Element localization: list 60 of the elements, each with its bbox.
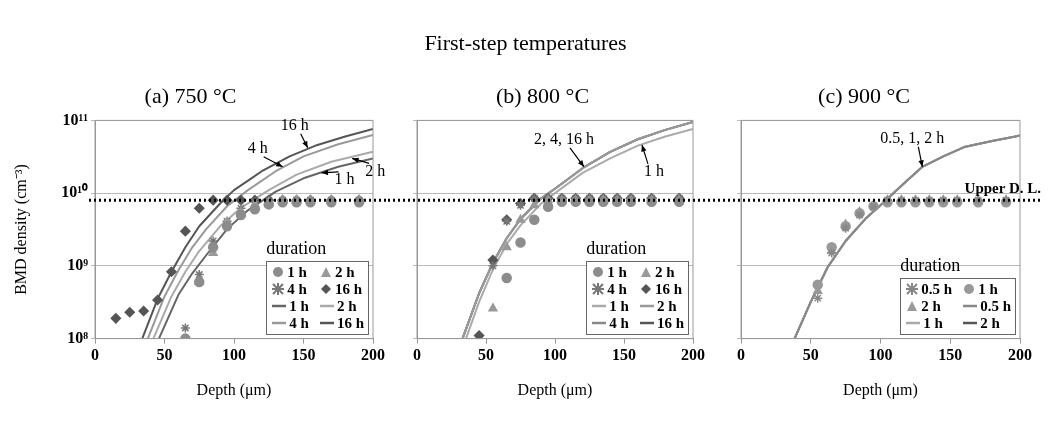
x-tick-label: 50: [478, 346, 494, 364]
legend-title: duration: [586, 237, 648, 259]
legend-label: 16 h: [654, 280, 682, 298]
legend-label: 4 h: [609, 314, 629, 332]
legend-title: duration: [266, 237, 328, 259]
legend-label: 1 h: [978, 280, 998, 298]
legend-label: 2 h: [980, 314, 1000, 332]
legend-label: 0.5 h: [921, 280, 953, 298]
y-tick-label: 10¹⁰: [61, 183, 88, 201]
x-tick-label: 50: [156, 346, 173, 364]
y-tick-label: 10¹¹: [62, 110, 89, 128]
legend-label: 16 h: [656, 314, 684, 332]
x-tick-label: 0: [91, 346, 99, 364]
x-tick-label: 100: [543, 346, 567, 364]
x-tick-label: 50: [802, 346, 819, 364]
annotation: 1 h: [334, 170, 355, 188]
legend-label: 1 h: [923, 314, 943, 332]
annotation: 2 h: [365, 161, 386, 179]
legend-label: 4 h: [607, 280, 627, 298]
legend-label: 2 h: [654, 263, 675, 281]
chart-title: (a) 750 °C: [144, 82, 237, 108]
text: First-step temperatures: [424, 30, 627, 56]
x-tick-label: 150: [612, 346, 636, 364]
annotation: 2, 4, 16 h: [533, 130, 594, 148]
legend-label: 1 h: [287, 263, 307, 281]
legend-title: duration: [900, 254, 962, 276]
annotation: 0.5, 1, 2 h: [880, 129, 945, 147]
x-axis-title: Depth (μm): [843, 380, 918, 399]
x-axis-title: Depth (μm): [196, 380, 272, 399]
x-tick-label: 0: [413, 346, 421, 364]
x-tick-label: 200: [361, 346, 385, 364]
x-axis-title: Depth (μm): [517, 380, 593, 399]
legend-label: 16 h: [334, 280, 362, 298]
x-tick-label: 150: [938, 346, 963, 364]
x-tick-label: 0: [737, 346, 745, 364]
y-tick-label: 10⁸: [67, 328, 89, 346]
chart-title: (c) 900 °C: [818, 82, 910, 108]
x-tick-label: 150: [291, 346, 316, 364]
ref-line-label: Upper D. L.: [964, 179, 1042, 196]
chart-title: (b) 800 °C: [495, 82, 590, 108]
annotation: 1 h: [643, 162, 664, 180]
annotation: 16 h: [280, 116, 309, 134]
x-tick-label: 100: [868, 346, 893, 364]
legend-label: 4 h: [287, 280, 307, 298]
legend-label: 2 h: [336, 297, 357, 315]
legend-label: 1 h: [609, 297, 629, 315]
legend-label: 2 h: [656, 297, 677, 315]
legend-label: 2 h: [921, 297, 941, 315]
x-tick-label: 200: [681, 346, 705, 364]
x-tick-label: 200: [1008, 346, 1032, 364]
y-tick-label: 10⁹: [67, 256, 89, 274]
annotation: 4 h: [247, 139, 268, 157]
legend-label: 1 h: [607, 263, 627, 281]
legend-label: 4 h: [289, 314, 309, 332]
legend-label: 16 h: [336, 314, 364, 332]
y-axis-title: BMD density (cm⁻³): [11, 164, 30, 295]
legend-label: 2 h: [334, 263, 355, 281]
legend-label: 0.5 h: [980, 297, 1011, 315]
x-tick-label: 100: [222, 346, 246, 364]
legend-label: 1 h: [289, 297, 309, 315]
